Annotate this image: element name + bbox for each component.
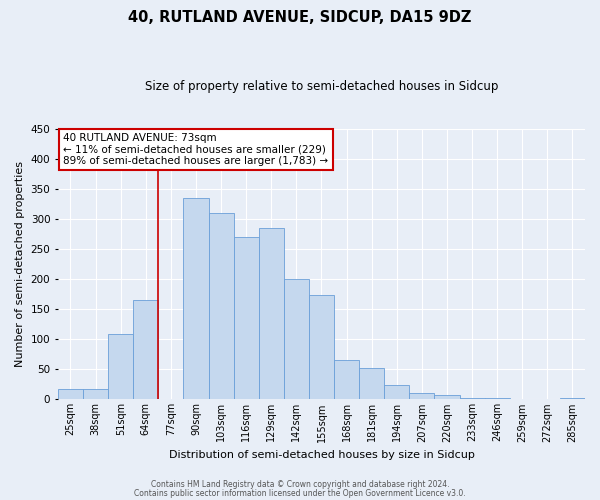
- Text: 40, RUTLAND AVENUE, SIDCUP, DA15 9DZ: 40, RUTLAND AVENUE, SIDCUP, DA15 9DZ: [128, 10, 472, 25]
- Bar: [309, 296, 334, 400]
- Y-axis label: Number of semi-detached properties: Number of semi-detached properties: [15, 161, 25, 367]
- Bar: [485, 398, 510, 400]
- Bar: [510, 399, 535, 400]
- Text: Contains HM Land Registry data © Crown copyright and database right 2024.: Contains HM Land Registry data © Crown c…: [151, 480, 449, 489]
- Bar: [284, 279, 309, 400]
- Bar: [460, 398, 485, 400]
- X-axis label: Distribution of semi-detached houses by size in Sidcup: Distribution of semi-detached houses by …: [169, 450, 475, 460]
- Bar: [233, 237, 259, 400]
- Bar: [434, 395, 460, 400]
- Bar: [108, 334, 133, 400]
- Text: Contains public sector information licensed under the Open Government Licence v3: Contains public sector information licen…: [134, 489, 466, 498]
- Bar: [83, 388, 108, 400]
- Bar: [560, 398, 585, 400]
- Bar: [133, 300, 158, 400]
- Bar: [58, 388, 83, 400]
- Bar: [259, 228, 284, 400]
- Bar: [334, 360, 359, 400]
- Title: Size of property relative to semi-detached houses in Sidcup: Size of property relative to semi-detach…: [145, 80, 498, 93]
- Text: 40 RUTLAND AVENUE: 73sqm
← 11% of semi-detached houses are smaller (229)
89% of : 40 RUTLAND AVENUE: 73sqm ← 11% of semi-d…: [63, 133, 328, 166]
- Bar: [384, 385, 409, 400]
- Bar: [209, 213, 233, 400]
- Bar: [184, 198, 209, 400]
- Bar: [409, 393, 434, 400]
- Bar: [359, 368, 384, 400]
